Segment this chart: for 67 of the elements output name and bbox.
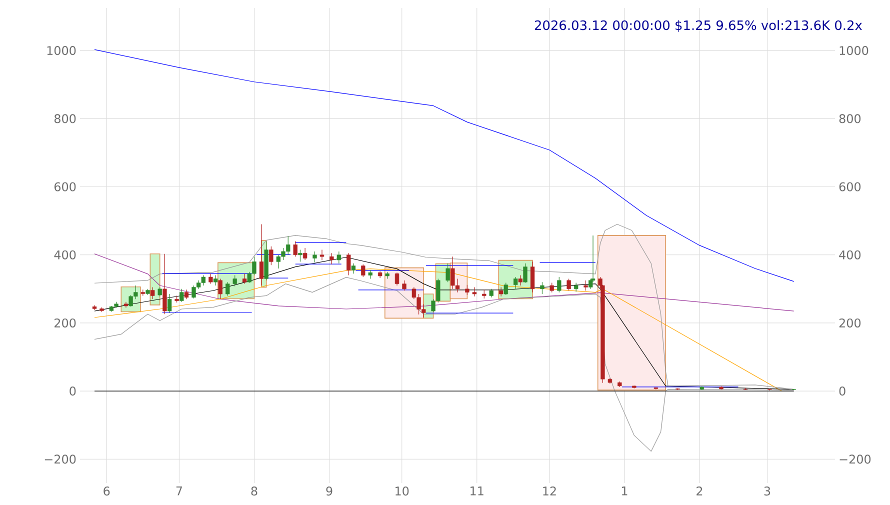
candlestick [550, 282, 554, 293]
line-series [94, 254, 794, 312]
candlestick [518, 274, 523, 286]
x-tick-label: 1 [622, 486, 628, 496]
y2-tick-label: 600 [839, 182, 861, 192]
candlestick [540, 282, 544, 294]
x-tick-label: 2 [696, 486, 702, 496]
candlestick [523, 263, 528, 284]
candlestick [259, 224, 264, 286]
x-tick-label: 9 [326, 486, 332, 496]
y-tick-label: 1000 [47, 46, 76, 56]
candlestick [402, 280, 406, 291]
candlestick [293, 240, 298, 257]
x-tick-label: 10 [396, 486, 409, 496]
candlestick [184, 289, 189, 300]
candlestick [269, 246, 274, 266]
candlestick [504, 282, 508, 296]
y2-tick-label: 800 [839, 114, 861, 124]
candlestick [242, 273, 247, 284]
y2-tick-label: 0 [839, 386, 846, 396]
candlestick [320, 249, 324, 260]
candlestick [150, 286, 155, 300]
candlestick [232, 274, 237, 286]
candlestick [361, 264, 366, 278]
y-tick-label: 800 [54, 114, 76, 124]
candlestick [557, 276, 562, 293]
candlestick [566, 278, 571, 291]
x-tick-label: 11 [470, 486, 484, 496]
x-tick-label: 7 [176, 486, 182, 496]
candlestick [498, 286, 504, 297]
candlestick [584, 280, 588, 291]
candlestick [312, 251, 317, 263]
candlestick [158, 286, 162, 297]
y-tick-label: 600 [54, 182, 76, 192]
y2-tick-label: 400 [839, 250, 861, 260]
text: 2026.03.12 00:00:00 $1.25 9.65% vol:213.6K 0.2x [534, 20, 862, 32]
candlestick [213, 274, 218, 286]
candlestick [514, 276, 518, 290]
y-tick-label: −200 [44, 454, 76, 464]
candlestick [162, 254, 167, 314]
y2-tick-label: −200 [840, 454, 871, 464]
candlestick [208, 273, 213, 284]
x-tick-label: 8 [251, 486, 258, 496]
candlestick [167, 294, 172, 314]
candlestick [446, 263, 450, 282]
candlestick [330, 252, 334, 265]
candlestick [302, 248, 308, 260]
y-tick-label: 200 [54, 318, 76, 328]
candlestick [298, 249, 302, 262]
line-series [94, 49, 794, 282]
candlestick [530, 261, 535, 293]
candlestick [226, 282, 230, 296]
candlestick [336, 251, 342, 264]
y2-tick-label: 200 [839, 318, 861, 328]
candlestick [180, 288, 184, 302]
candlestick [465, 284, 470, 296]
y-tick-label: 0 [70, 386, 76, 396]
candlestick [351, 263, 356, 274]
candlestick [218, 278, 222, 300]
candlestick [394, 272, 400, 286]
y-tick-label: 400 [54, 250, 76, 260]
candlestick [346, 252, 351, 276]
x-tick-label: 3 [764, 486, 770, 496]
x-tick-label: 6 [104, 486, 110, 496]
y2-tick-label: 1000 [840, 46, 868, 56]
x-tick-label: 12 [543, 486, 556, 496]
candlestick [472, 286, 477, 297]
